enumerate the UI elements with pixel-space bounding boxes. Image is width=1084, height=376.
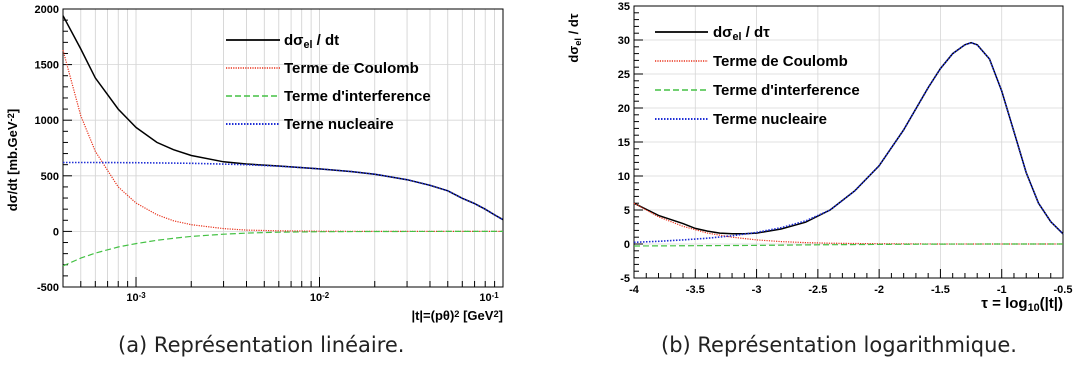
x-tick-label: -2.5 — [808, 284, 827, 296]
caption-b: (b) Représentation logarithmique. — [661, 333, 1017, 357]
x-tick-label: 10-3 — [126, 291, 146, 304]
y-tick-label: 0 — [53, 226, 59, 238]
legend-label: Terme de Coulomb — [284, 60, 419, 77]
y-tick-label: 500 — [41, 171, 59, 183]
x-tick-label: -3 — [752, 284, 762, 296]
series-line — [62, 230, 503, 267]
series-line — [633, 41, 1064, 235]
legend-label: Terme de Coulomb — [713, 53, 848, 70]
y-tick-label: 20 — [618, 103, 630, 115]
legend-label: dσel / dτ — [713, 24, 770, 43]
series-line — [633, 41, 1064, 244]
y-tick-label: 25 — [618, 69, 630, 81]
y-tick-label: 35 — [618, 1, 630, 13]
x-axis-label: |t|=(pθ)2 [GeV2] — [411, 308, 503, 323]
x-axis-label: τ = log10(|t|) — [981, 295, 1063, 314]
y-tick-label: 5 — [624, 205, 630, 217]
series-line — [633, 202, 1063, 245]
y-tick-label: -500 — [37, 282, 59, 294]
x-tick-label: 10-1 — [479, 291, 499, 304]
legend-label: Terne nucleaire — [284, 116, 394, 133]
series-line — [62, 49, 503, 232]
legend-label: Terme d'interference — [284, 88, 431, 105]
y-tick-label: 10 — [618, 171, 630, 183]
caption-a: (a) Représentation linéaire. — [118, 333, 405, 357]
plot-frame — [62, 8, 504, 288]
y-axis-label: dσ/dt [mb.GeV-2] — [5, 109, 20, 211]
legend-label: Terme nucleaire — [713, 111, 827, 128]
y-tick-label: 15 — [618, 137, 630, 149]
x-tick-label: 10-2 — [310, 291, 330, 304]
y-tick-label: 2000 — [35, 4, 59, 16]
chart-b: -5 0 5 10 15 20 25 30 35 -4 -3.5 -3 -2.5 -2 -1.5 -1 -0.5… — [566, 1, 1072, 314]
legend-label: Terme d'interference — [713, 82, 860, 99]
chart-a: -500 0 500 1000 1500 2000 10-3 10-2 10-1 dσel / d… — [5, 4, 504, 323]
x-tick-label: -1 — [997, 284, 1007, 296]
y-tick-label: 1500 — [35, 60, 59, 72]
x-tick-label: -0.5 — [1054, 284, 1073, 296]
legend: dσel / dτ Terme de Coulomb Terme d'interfe… — [655, 24, 860, 128]
y-tick-label: 30 — [618, 35, 630, 47]
series-line — [62, 15, 504, 221]
y-axis-label: dσel / dτ — [566, 13, 583, 62]
y-tick-label: 1000 — [35, 115, 59, 127]
x-tick-label: -2 — [874, 284, 884, 296]
x-tick-label: -4 — [629, 284, 640, 296]
x-tick-label: -3.5 — [686, 284, 705, 296]
y-tick-label: 0 — [624, 239, 630, 251]
x-tick-label: -1.5 — [931, 284, 950, 296]
series-line — [63, 161, 504, 221]
legend-label: dσel / dt — [284, 32, 339, 51]
legend: dσel / dt Terme de Coulomb Terme d'interfe… — [226, 32, 431, 133]
y-tick-label: -5 — [620, 273, 630, 285]
